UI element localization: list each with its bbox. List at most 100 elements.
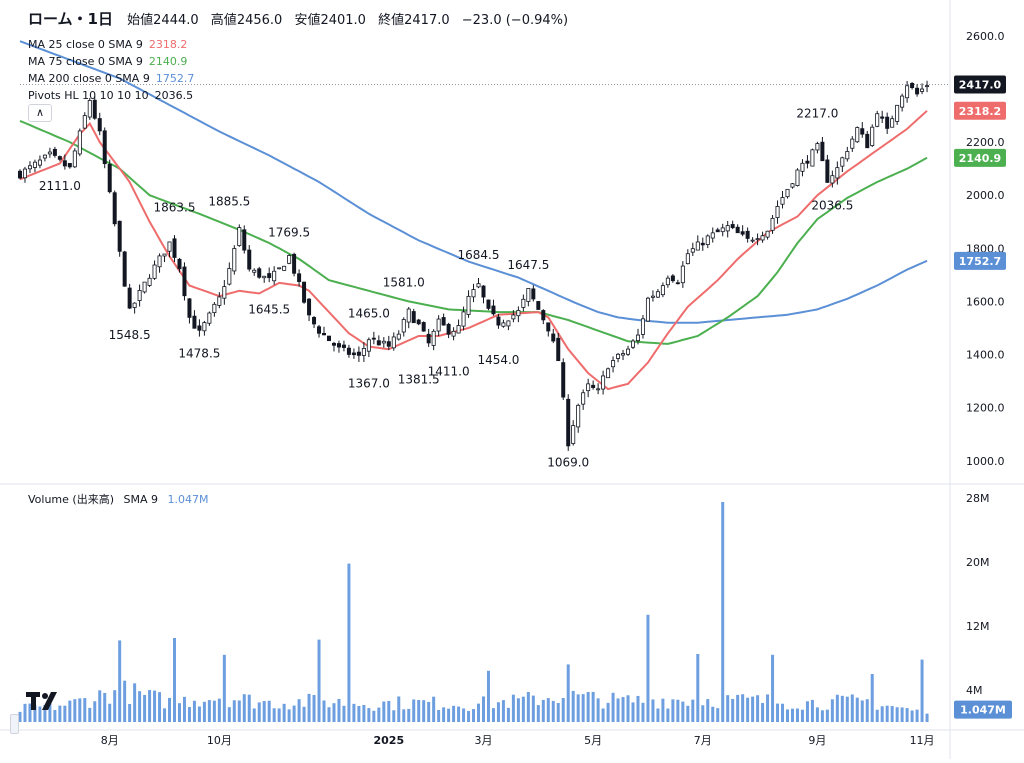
volume-bar xyxy=(437,709,441,722)
ma200-value: 1752.7 xyxy=(155,72,195,85)
volume-bar xyxy=(786,709,790,722)
volume-bar xyxy=(496,702,500,722)
candle-body xyxy=(461,311,466,327)
volume-legend[interactable]: Volume (出来高) SMA 9 1.047M xyxy=(28,491,208,507)
candle-body xyxy=(202,322,207,332)
volume-bar xyxy=(133,683,137,722)
volume-bar xyxy=(187,707,191,722)
volume-bar xyxy=(168,697,172,722)
pivot-label: 1411.0 xyxy=(428,365,470,379)
volume-bar xyxy=(855,697,859,722)
volume-bar xyxy=(472,709,476,722)
candle-body xyxy=(42,154,47,159)
candle-body xyxy=(52,148,57,156)
volume-bar xyxy=(805,701,809,722)
volume-bar xyxy=(382,701,386,722)
volume-bar xyxy=(696,654,700,722)
candle-body xyxy=(835,167,840,179)
candle-body xyxy=(426,333,431,344)
candle-body xyxy=(406,308,411,323)
collapse-legend-button[interactable]: ∧ xyxy=(28,104,52,122)
volume-bar xyxy=(815,707,819,722)
volume-bar xyxy=(850,694,854,722)
volume-bar xyxy=(212,700,216,722)
candle-body xyxy=(381,340,386,344)
volume-bar xyxy=(267,700,271,722)
candle-body xyxy=(232,248,237,272)
candle-body xyxy=(32,161,37,168)
candle-body xyxy=(47,151,52,155)
volume-bar xyxy=(860,700,864,722)
volume-bar xyxy=(317,639,321,722)
volume-bar xyxy=(746,697,750,722)
candle-body xyxy=(795,169,800,186)
volume-bar xyxy=(207,700,211,722)
candle-body xyxy=(87,100,92,118)
volume-bar xyxy=(282,703,286,722)
candle-body xyxy=(685,253,690,265)
volume-sma-label: SMA 9 xyxy=(123,493,159,506)
volume-bar xyxy=(626,695,630,722)
volume-bar xyxy=(297,699,301,722)
candle-body xyxy=(690,248,695,253)
candle-body xyxy=(267,273,272,279)
candle-body xyxy=(257,268,262,278)
volume-bar xyxy=(33,705,37,722)
volume-bar xyxy=(73,699,77,722)
candle-body xyxy=(322,333,327,336)
volume-bar xyxy=(307,693,311,722)
volume-bar xyxy=(68,700,72,722)
candle-body xyxy=(730,224,735,229)
volume-tick-label: 4M xyxy=(966,684,983,697)
volume-bar xyxy=(531,695,535,722)
ma200-legend[interactable]: MA 200 close 0 SMA 9 1752.7 xyxy=(28,70,194,87)
volume-bar xyxy=(616,698,620,722)
candle-body xyxy=(740,231,745,235)
ma75-legend[interactable]: MA 75 close 0 SMA 9 2140.9 xyxy=(28,53,187,70)
candle-layer xyxy=(17,80,930,451)
volume-bar xyxy=(771,654,775,722)
volume-bar xyxy=(556,703,560,722)
candle-body xyxy=(451,330,456,337)
volume-bar xyxy=(362,704,366,722)
pivot-label: 1769.5 xyxy=(268,225,310,239)
scroll-left-handle[interactable] xyxy=(10,714,19,734)
volume-bar xyxy=(53,709,57,722)
candle-body xyxy=(361,348,366,356)
candle-body xyxy=(167,241,172,252)
volume-bar xyxy=(591,691,595,722)
volume-bar xyxy=(372,710,376,722)
candle-body xyxy=(336,343,341,348)
volume-bar xyxy=(766,694,770,722)
candle-body xyxy=(755,238,760,241)
candle-body xyxy=(660,285,665,296)
price-badge xyxy=(954,75,1006,94)
pivots-legend[interactable]: Pivots HL 10 10 10 10 2036.5 xyxy=(28,87,193,104)
candle-body xyxy=(242,229,247,251)
high-value: 2456.0 xyxy=(236,13,283,28)
volume-bar xyxy=(845,696,849,722)
volume-bar xyxy=(462,708,466,722)
volume-bar xyxy=(586,691,590,722)
candle-body xyxy=(680,265,685,284)
candle-body xyxy=(122,251,127,287)
candle-body xyxy=(715,229,720,233)
volume-bar xyxy=(153,690,157,722)
time-tick-label: 9月 xyxy=(808,734,826,747)
volume-bar xyxy=(601,708,605,722)
volume-bar xyxy=(756,695,760,722)
candle-body xyxy=(601,375,606,390)
volume-bar xyxy=(920,659,924,722)
volume-bar xyxy=(905,708,909,722)
volume-bar xyxy=(113,690,117,722)
candle-body xyxy=(526,288,531,302)
volume-bar xyxy=(790,708,794,722)
volume-bar xyxy=(23,703,27,722)
volume-value: 1.047M xyxy=(167,493,209,506)
ma25-legend[interactable]: MA 25 close 0 SMA 9 2318.2 xyxy=(28,36,187,53)
volume-bar xyxy=(412,699,416,722)
volume-bar xyxy=(457,706,461,722)
candle-body xyxy=(391,336,396,349)
